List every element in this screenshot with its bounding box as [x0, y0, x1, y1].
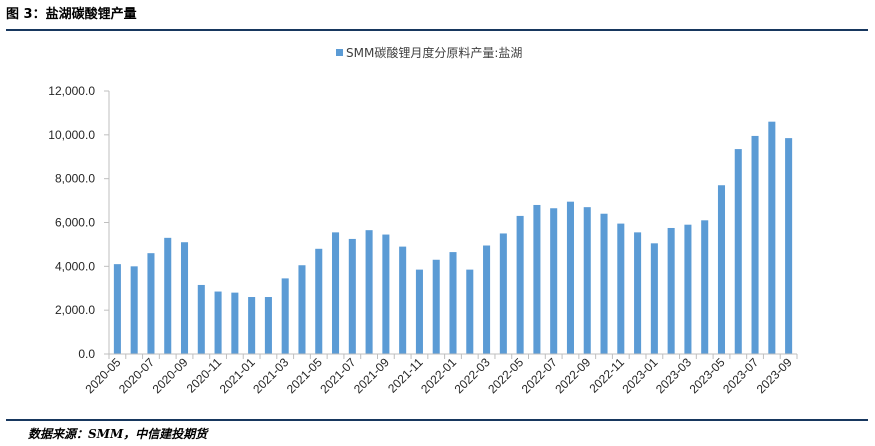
y-tick-label: 12,000.0 — [48, 84, 95, 98]
bar-2021-09 — [382, 234, 390, 354]
bar-2020-07 — [147, 253, 155, 354]
x-tick-label: 2020-11 — [184, 355, 225, 396]
bar-2021-02 — [264, 297, 272, 354]
bar-2021-07 — [348, 238, 356, 354]
bar-2021-01 — [248, 297, 256, 354]
x-tick-label: 2020-07 — [116, 355, 157, 396]
bar-2023-09 — [785, 138, 793, 354]
x-tick-label: 2022-01 — [418, 355, 459, 396]
bar-2021-04 — [298, 265, 306, 354]
x-tick-label: 2023-05 — [687, 355, 728, 396]
x-tick-label: 2022-09 — [552, 355, 593, 396]
legend: SMM碳酸锂月度分原料产量:盐湖 — [336, 45, 522, 60]
bar-2022-10 — [600, 213, 608, 354]
x-tick-label: 2023-09 — [754, 355, 795, 396]
bar-2022-01 — [449, 252, 457, 354]
bars — [113, 121, 793, 355]
bar-2022-09 — [583, 207, 591, 354]
bar-2020-05 — [113, 264, 121, 354]
x-tick-label: 2022-07 — [519, 355, 560, 396]
y-axis: 0.0 2,000.0 4,000.0 6,000.0 8,000.0 10,000.0 1… — [48, 84, 110, 361]
x-tick-label: 2021-03 — [250, 355, 291, 396]
source-note: 数据来源：SMM，中信建投期货 — [28, 427, 208, 441]
bar-2022-06 — [533, 204, 541, 354]
bar-2022-02 — [466, 269, 474, 354]
x-tick-label: 2021-07 — [317, 355, 358, 396]
bar-2020-11 — [214, 291, 222, 354]
bar-2023-02 — [667, 227, 675, 354]
bar-2021-05 — [315, 248, 323, 354]
x-tick-label: 2022-11 — [587, 355, 628, 396]
bar-2022-12 — [634, 232, 642, 354]
x-axis: 2020-052020-072020-092020-112021-012021-… — [82, 353, 798, 396]
x-tick-label: 2023-03 — [653, 355, 694, 396]
y-tick-label: 4,000.0 — [55, 259, 95, 273]
bar-2020-06 — [130, 266, 138, 354]
bar-2022-03 — [483, 245, 491, 354]
bottom-rule — [6, 419, 868, 421]
y-tick-label: 6,000.0 — [55, 216, 95, 230]
top-rule — [6, 29, 868, 31]
x-tick-label: 2021-05 — [284, 355, 325, 396]
bar-2021-12 — [432, 259, 440, 354]
bar-2021-11 — [415, 269, 423, 354]
legend-swatch — [336, 49, 343, 56]
bar-2022-08 — [566, 201, 574, 354]
bar-2022-04 — [499, 233, 507, 354]
x-tick-label: 2023-07 — [720, 355, 761, 396]
bar-2022-11 — [617, 223, 625, 354]
bar-2023-08 — [768, 121, 776, 355]
x-tick-label: 2023-01 — [619, 355, 660, 396]
figure-title: 图 3：盐湖碳酸锂产量 — [6, 7, 137, 22]
bar-2021-03 — [281, 278, 289, 354]
y-tick-label: 2,000.0 — [55, 303, 95, 317]
bar-2020-09 — [180, 242, 189, 354]
bar-2022-07 — [550, 208, 558, 354]
bar-2021-06 — [332, 232, 340, 354]
bar-2023-03 — [684, 224, 692, 354]
x-tick-label: 2020-09 — [150, 355, 191, 396]
x-tick-label: 2021-11 — [385, 355, 426, 396]
y-tick-label: 8,000.0 — [55, 172, 95, 186]
bar-2023-07 — [751, 135, 759, 354]
bar-2021-08 — [365, 230, 373, 354]
x-tick-label: 2021-09 — [351, 355, 392, 396]
x-tick-label: 2022-05 — [485, 355, 526, 396]
y-tick-label: 10,000.0 — [48, 128, 95, 142]
bar-2021-10 — [399, 246, 407, 354]
bar-2023-01 — [650, 243, 658, 354]
bar-2020-10 — [197, 284, 205, 354]
legend-label: SMM碳酸锂月度分原料产量:盐湖 — [346, 45, 522, 60]
bar-2022-05 — [516, 215, 524, 354]
bar-2020-08 — [164, 237, 172, 354]
bar-2023-05 — [717, 185, 726, 354]
bar-2023-04 — [701, 220, 709, 354]
x-tick-label: 2020-05 — [82, 355, 123, 396]
y-tick-label: 0.0 — [78, 347, 95, 361]
bar-2020-12 — [231, 292, 239, 354]
x-tick-label: 2021-01 — [217, 355, 258, 396]
bar-2023-06 — [734, 149, 742, 354]
x-tick-label: 2022-03 — [452, 355, 493, 396]
